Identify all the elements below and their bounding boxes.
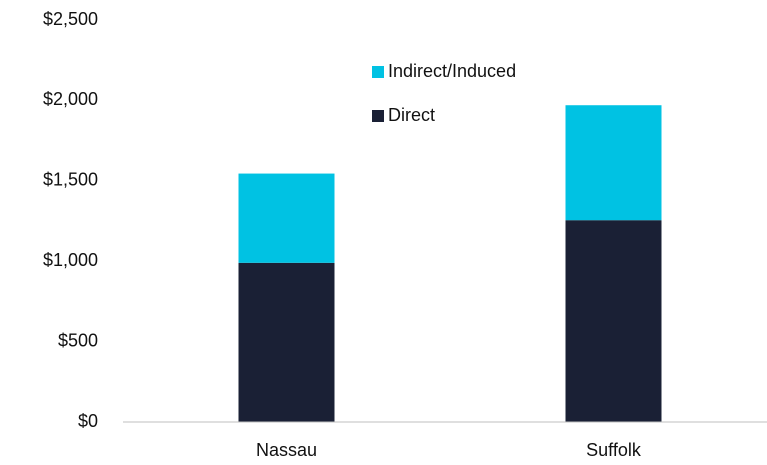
legend-label: Direct [388,105,435,125]
x-tick-label: Suffolk [586,440,642,460]
y-tick-label: $1,000 [43,250,98,270]
x-tick-label: Nassau [256,440,317,460]
y-tick-label: $2,000 [43,89,98,109]
legend-swatch [372,110,384,122]
bar-segment [565,105,662,221]
y-tick-label: $0 [78,411,98,431]
bar-segment [238,262,335,422]
bar-segment [565,220,662,422]
y-tick-label: $1,500 [43,170,98,190]
legend-label: Indirect/Induced [388,61,516,81]
y-tick-label: $2,500 [43,9,98,29]
y-tick-label: $500 [58,330,98,350]
bar-segment [238,173,335,263]
legend-swatch [372,66,384,78]
